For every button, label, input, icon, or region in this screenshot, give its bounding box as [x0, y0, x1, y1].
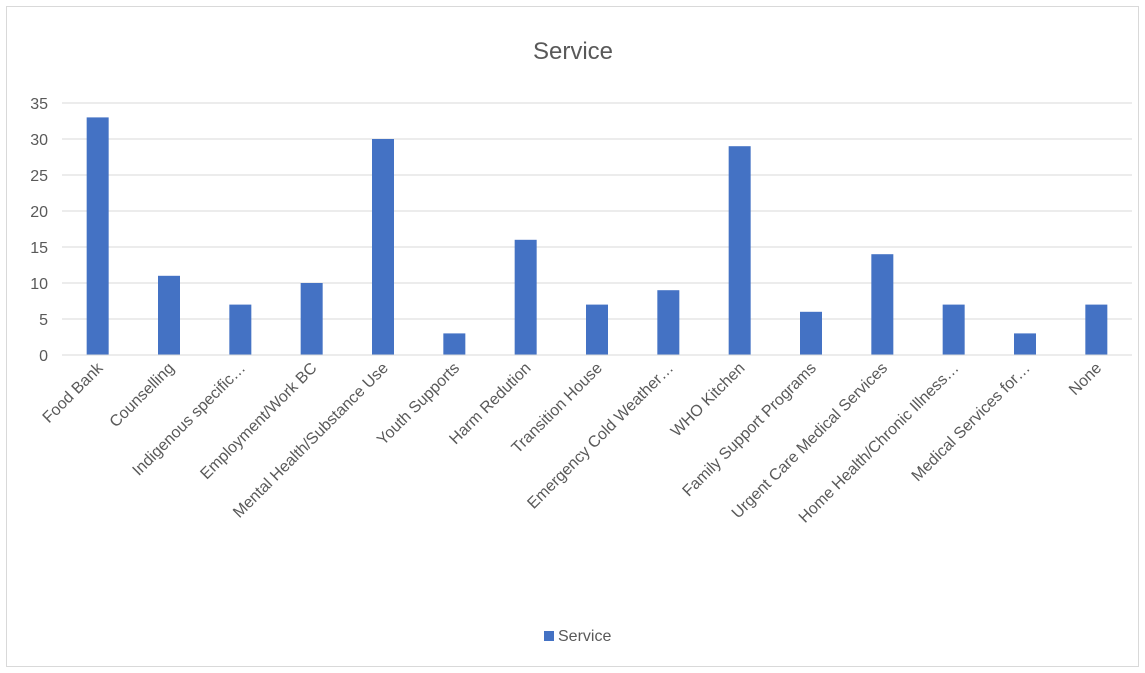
y-tick-label: 20: [30, 204, 48, 221]
bar: [372, 139, 394, 355]
bar-chart: Service 0 5 10 15 20 25 30 35 Food Bank Counsell…: [30, 38, 1132, 645]
y-tick-label: 30: [30, 132, 48, 149]
bar: [657, 290, 680, 355]
bar: [86, 117, 109, 356]
bar: [443, 333, 466, 355]
x-category-label: Counselling: [107, 360, 178, 431]
chart-title: Service: [533, 38, 613, 65]
y-axis-ticks: 0 5 10 15 20 25 30 35: [30, 96, 48, 365]
gridlines: [62, 102, 1132, 320]
bars: [86, 117, 1108, 356]
bar: [158, 275, 180, 355]
y-tick-label: 35: [30, 96, 48, 113]
bar: [229, 304, 252, 355]
bar: [1085, 304, 1108, 355]
x-category-label: WHO Kitchen: [668, 360, 749, 441]
y-tick-label: 10: [30, 276, 48, 293]
x-category-label: Emergency Cold Weather…: [524, 360, 677, 513]
bar: [728, 146, 751, 355]
bar: [586, 304, 608, 355]
bar: [300, 283, 323, 355]
y-tick-label: 5: [39, 312, 48, 329]
legend: Service: [544, 628, 611, 645]
y-tick-label: 25: [30, 168, 48, 185]
x-category-label: None: [1066, 360, 1105, 399]
legend-swatch: [544, 631, 554, 641]
x-category-label: Family Support Programs: [680, 360, 820, 500]
x-category-label: Employment/Work BC: [197, 360, 320, 483]
chart-area: Service 0 5 10 15 20 25 30 35 Food Bank Counsell…: [6, 6, 1139, 667]
x-category-label: Medical Services for…: [909, 360, 1034, 485]
bar: [942, 304, 965, 355]
bar: [800, 311, 822, 355]
bar: [871, 254, 894, 355]
y-tick-label: 0: [39, 348, 48, 365]
legend-label: Service: [558, 628, 611, 645]
x-category-label: Food Bank: [40, 359, 107, 426]
bar: [1014, 333, 1036, 355]
x-category-label: Mental Health/Substance Use: [230, 360, 392, 522]
x-category-label: Urgent Care Medical Services: [729, 360, 891, 522]
y-tick-label: 15: [30, 240, 48, 257]
bar: [514, 239, 537, 355]
